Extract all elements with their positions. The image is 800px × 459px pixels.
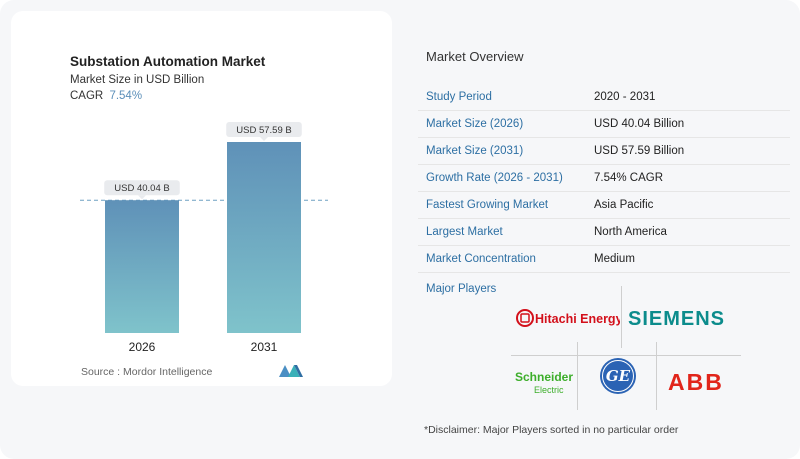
callout-pointer	[138, 195, 146, 200]
schneider-logo-subtext: Electric	[534, 385, 564, 395]
players-title: Major Players	[426, 283, 497, 295]
x-tick-label: 2026	[129, 340, 156, 354]
source-name: Mordor Intelligence	[123, 366, 213, 378]
overview-row: Growth Rate (2026 - 2031) 7.54% CAGR	[418, 165, 790, 192]
hitachi-energy-logo: Hitachi Energy	[515, 306, 623, 337]
overview-row: Study Period 2020 - 2031	[418, 84, 790, 111]
overview-row-label: Fastest Growing Market	[426, 199, 549, 211]
overview-row-label: Largest Market	[426, 226, 503, 238]
disclaimer: *Disclaimer: Major Players sorted in no …	[424, 424, 679, 436]
overview-row-label: Market Concentration	[426, 253, 536, 265]
overview-row: Market Size (2026) USD 40.04 Billion	[418, 111, 790, 138]
siemens-logo: SIEMENS	[628, 308, 726, 330]
schneider-logo-text: Schneider	[515, 370, 573, 384]
overview-row-label: Market Size (2031)	[426, 145, 524, 157]
overview-row-value: 7.54% CAGR	[594, 172, 664, 184]
players-grid	[500, 286, 741, 410]
grid-divider	[656, 342, 657, 410]
bar-value-label: USD 40.04 B	[114, 183, 169, 194]
bar	[105, 200, 179, 333]
source-label: Source :	[81, 366, 121, 378]
grid-divider	[577, 342, 578, 410]
abb-logo: ABB	[668, 369, 724, 395]
chart-subtitle: Market Size in USD Billion	[70, 74, 205, 86]
overview-row: Largest Market North America	[418, 219, 790, 246]
bar-value-callout	[226, 122, 302, 137]
overview-row-label: Market Size (2026)	[426, 118, 524, 130]
overview-row: Market Size (2031) USD 57.59 Billion	[418, 138, 790, 165]
schneider-electric-logo: Schneider Electric	[515, 368, 577, 403]
overview-row-value: North America	[594, 226, 667, 238]
overview-row-value: Asia Pacific	[594, 199, 654, 211]
grid-divider	[511, 355, 741, 356]
overview-row-value: USD 40.04 Billion	[594, 118, 685, 130]
source-credit: Source : Mordor Intelligence	[81, 366, 212, 378]
overview-title: Market Overview	[426, 49, 524, 64]
overview-row: Fastest Growing Market Asia Pacific	[418, 192, 790, 219]
overview-row-value: 2020 - 2031	[594, 91, 656, 103]
cagr-value: 7.54%	[109, 90, 143, 102]
overview-row-value: USD 57.59 Billion	[594, 145, 685, 157]
bar-value-label: USD 57.59 B	[236, 125, 291, 136]
overview-table: Study Period 2020 - 2031 Market Size (2026…	[418, 84, 790, 273]
cagr-label: CAGR	[70, 90, 104, 102]
callout-pointer	[260, 137, 268, 141]
chart-card	[11, 11, 392, 386]
chart-title: Substation Automation Market	[70, 54, 266, 69]
bar-value-callout	[104, 180, 180, 196]
overview-row-label: Study Period	[426, 91, 492, 103]
grid-divider	[621, 286, 622, 348]
x-tick-label: 2031	[251, 340, 278, 354]
overview-row: Market Concentration Medium	[418, 246, 790, 273]
hitachi-logo-text: Hitachi Energy	[535, 312, 620, 326]
svg-text:GE: GE	[606, 367, 631, 385]
mordor-logo-icon	[279, 365, 303, 377]
ge-logo: GE	[598, 356, 638, 401]
cagr-line: CAGR 7.54%	[70, 90, 142, 102]
overview-row-label: Growth Rate (2026 - 2031)	[426, 172, 563, 184]
overview-row-value: Medium	[594, 253, 635, 265]
bar	[227, 142, 301, 333]
